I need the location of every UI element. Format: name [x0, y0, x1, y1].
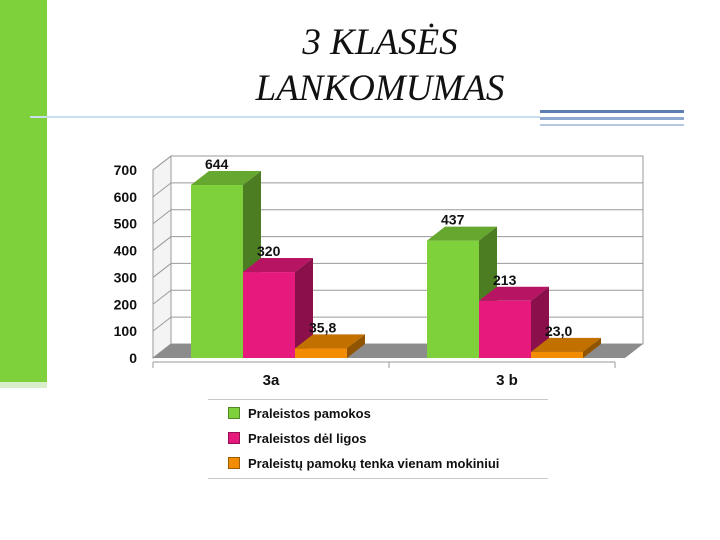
- bar-front: [295, 348, 347, 358]
- bar-value-label: 23,0: [545, 323, 572, 339]
- legend-item: Praleistos dėl ligos: [228, 428, 367, 448]
- chart-side-wall: [152, 154, 172, 360]
- bar-value-label: 213: [493, 272, 517, 288]
- y-tick-label: 500: [114, 216, 138, 232]
- gridline-diagonal: [152, 316, 172, 332]
- bar-top: [295, 334, 365, 349]
- x-tick-label: 3 b: [496, 372, 518, 389]
- chart-legend: Praleistos pamokos Praleistos dėl ligos …: [208, 399, 548, 479]
- gridline-diagonal: [152, 263, 172, 278]
- bar-top: [191, 171, 261, 186]
- decorative-stripe: [540, 117, 684, 120]
- gridline-diagonal: [152, 155, 172, 171]
- legend-swatch: [228, 457, 240, 469]
- left-accent-bar: [0, 0, 47, 382]
- y-tick-label: 0: [129, 350, 137, 366]
- x-tick-label: 3a: [263, 372, 280, 389]
- bar-top: [243, 258, 313, 273]
- legend-swatch: [228, 407, 240, 419]
- gridline-diagonal: [152, 182, 172, 198]
- legend-item: Praleistos pamokos: [228, 403, 371, 423]
- title-divider: [30, 116, 540, 118]
- bar-value-label: 35,8: [309, 319, 336, 335]
- bar-top: [479, 286, 549, 301]
- gridline-diagonal: [152, 289, 172, 305]
- y-tick-label: 100: [114, 323, 138, 339]
- legend-label: Praleistų pamokų tenka vienam mokiniui: [248, 455, 500, 471]
- y-tick-label: 600: [114, 189, 138, 205]
- bar-side: [583, 337, 601, 358]
- legend-swatch: [228, 432, 240, 444]
- bar-side: [295, 258, 313, 358]
- left-accent-bar-fade: [0, 382, 47, 388]
- legend-label: Praleistos dėl ligos: [248, 430, 367, 446]
- bar-front: [243, 272, 295, 358]
- y-tick-label: 400: [114, 243, 138, 259]
- bar-side: [531, 286, 549, 358]
- bar-top: [531, 337, 601, 352]
- y-tick-label: 300: [114, 269, 138, 285]
- gridline-diagonal: [152, 236, 172, 251]
- slide-title-line2: LANKOMUMAS: [255, 68, 505, 109]
- bar-value-label: 437: [441, 212, 465, 228]
- gridline-diagonal: [152, 209, 172, 225]
- bar-front: [427, 240, 479, 358]
- decorative-stripe: [540, 110, 684, 113]
- bar-value-label: 644: [205, 156, 229, 172]
- bar-top: [427, 226, 497, 241]
- bar-side: [347, 334, 365, 358]
- legend-label: Praleistos pamokos: [248, 405, 371, 421]
- bar-front: [479, 300, 531, 358]
- slide-title-line1: 3 KLASĖS: [302, 22, 458, 63]
- bar-front: [531, 351, 583, 358]
- y-tick-label: 700: [114, 162, 138, 178]
- slide-title: 3 KLASĖS LANKOMUMAS: [200, 20, 560, 112]
- decorative-stripe: [540, 124, 684, 126]
- legend-item: Praleistų pamokų tenka vienam mokiniui: [228, 453, 499, 473]
- bar-value-label: 320: [257, 243, 281, 259]
- y-tick-label: 200: [114, 296, 138, 312]
- bar-front: [191, 185, 243, 358]
- bar-chart: 0 100 200 300 400 500 600 700 644 320 35,8 3a 437 213…: [114, 154, 644, 389]
